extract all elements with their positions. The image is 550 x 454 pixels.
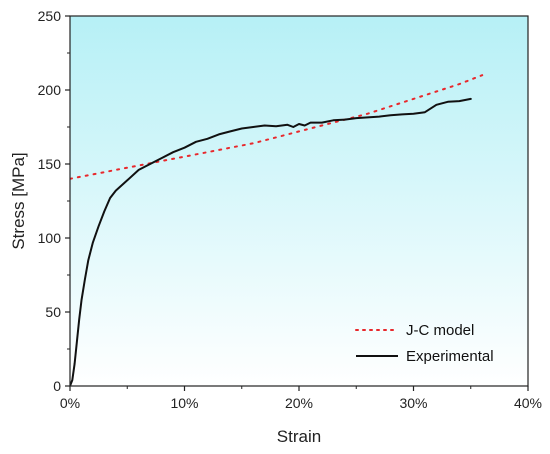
- x-axis-title: Strain: [277, 427, 321, 446]
- y-tick-label: 50: [45, 304, 61, 320]
- x-tick-label: 0%: [60, 395, 80, 411]
- x-tick-label: 10%: [170, 395, 198, 411]
- legend-label-experimental: Experimental: [406, 348, 494, 365]
- y-axis-title: Stress [MPa]: [9, 152, 28, 249]
- y-tick-label: 250: [38, 8, 62, 24]
- y-tick-label: 150: [38, 156, 62, 172]
- legend: J-C model Experimental: [355, 322, 494, 365]
- legend-label-jc-model: J-C model: [406, 322, 474, 339]
- jc-model-series-line: [70, 74, 484, 180]
- y-tick-label: 0: [53, 378, 61, 394]
- experimental-series-line: [70, 97, 472, 386]
- plot-background: [70, 16, 528, 386]
- y-tick-label: 100: [38, 230, 62, 246]
- x-tick-label: 40%: [514, 395, 542, 411]
- x-tick-label: 20%: [285, 395, 313, 411]
- y-tick-label: 200: [38, 82, 62, 98]
- x-tick-label: 30%: [399, 395, 427, 411]
